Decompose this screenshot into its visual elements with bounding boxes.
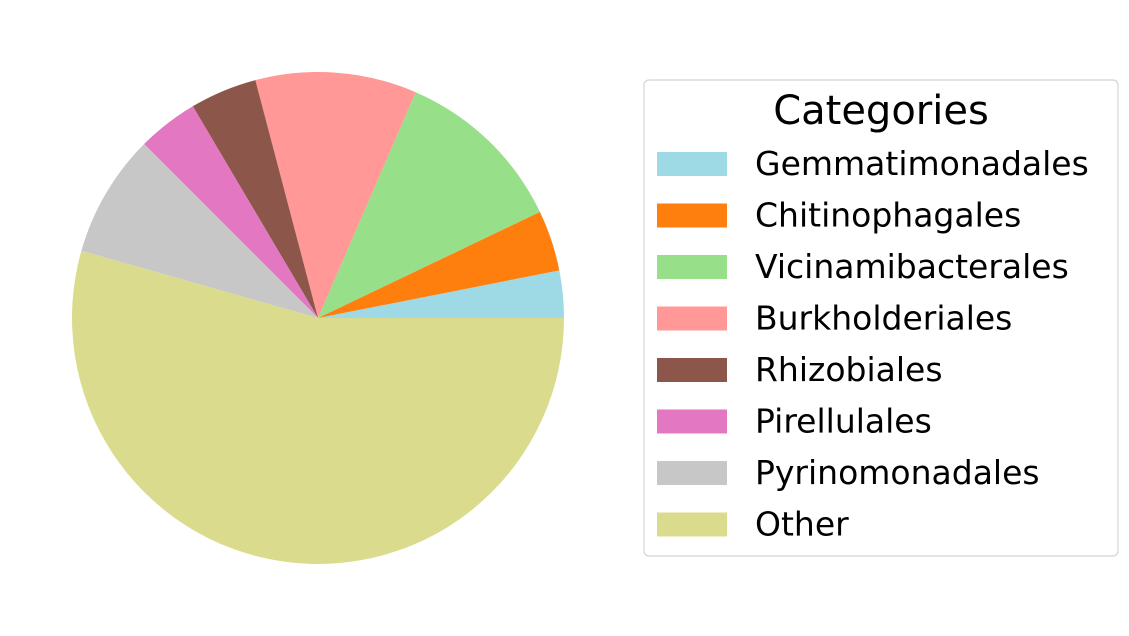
legend-swatch-chitinophagales [657,203,727,228]
legend-swatch-vicinamibacterales [657,255,727,279]
pie-slice-gemmatimonadales [318,270,564,318]
legend-label-gemmatimonadales: Gemmatimonadales [755,144,1089,183]
legend-swatch-rhizobiales [657,358,727,382]
pie-slice-chitinophagales [318,211,560,318]
legend-label-burkholderiales: Burkholderiales [755,299,1012,338]
pie-slice-rhizobiales [192,80,318,319]
pie-slice-pyrinomonadales [81,144,318,318]
legend-swatch-pyrinomonadales [657,461,727,485]
legend-label-vicinamibacterales: Vicinamibacterales [755,247,1069,286]
legend-items: Gemmatimonadales Chitinophagales Vicinamib… [657,144,1089,544]
legend-title: Categories [773,88,989,134]
legend-swatch-pirellulales [657,409,727,434]
pie-slice-pirellulales [144,106,318,318]
legend-frame [643,79,1119,557]
legend-label-other: Other [755,505,849,544]
pie-slice-vicinamibacterales [318,92,540,318]
legend-swatch-gemmatimonadales [657,152,727,176]
legend-label-pirellulales: Pirellulales [755,402,932,441]
legend-swatch-other [657,512,727,537]
pie-slices [71,72,564,564]
pie-slice-burkholderiales [255,72,416,318]
legend-label-pyrinomonadales: Pyrinomonadales [755,453,1040,492]
legend-swatch-burkholderiales [657,306,727,331]
legend: Categories Gemmatimonadales Chitinophagal… [643,79,1119,557]
legend-label-rhizobiales: Rhizobiales [755,350,943,389]
pie-slice-other [71,250,564,564]
legend-label-chitinophagales: Chitinophagales [755,196,1021,235]
